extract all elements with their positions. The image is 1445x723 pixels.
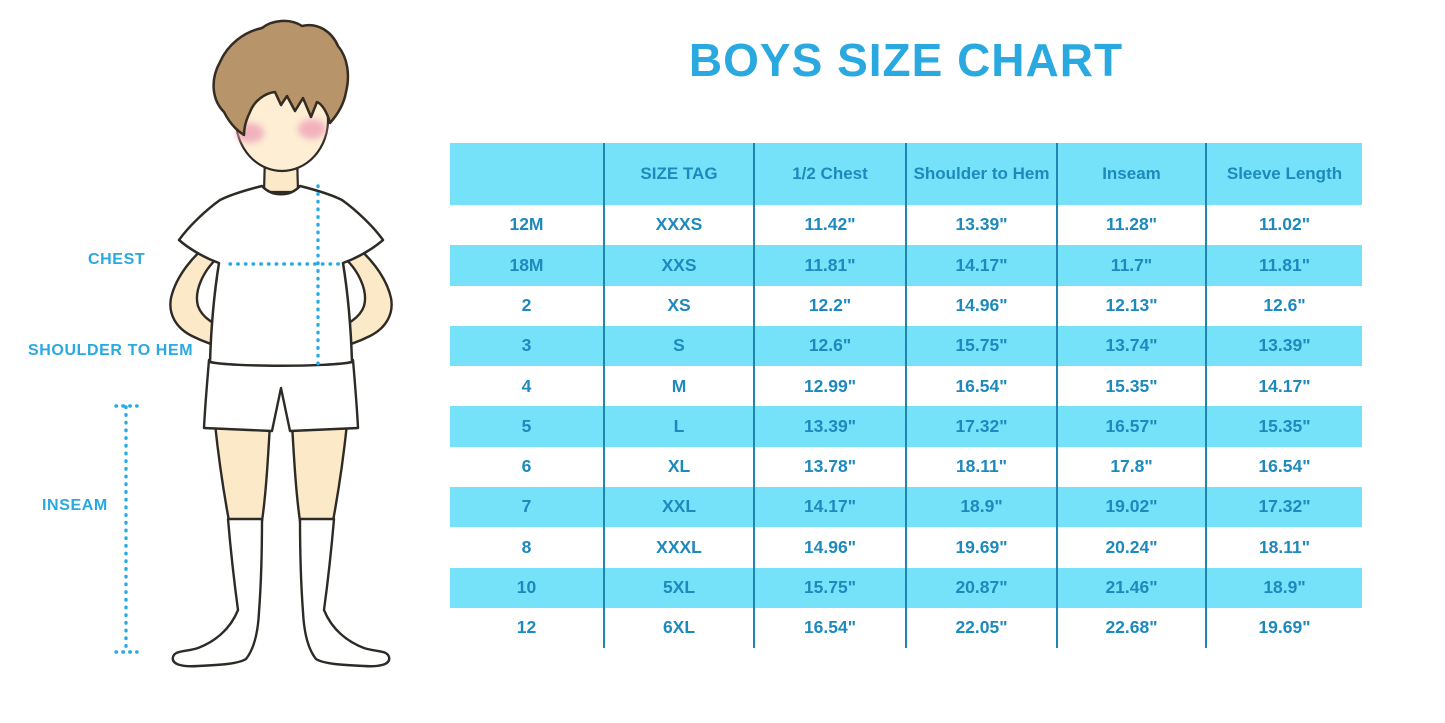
header-inseam-cell: Inseam xyxy=(1056,143,1205,205)
inseam-cell: 15.35" xyxy=(1056,366,1205,407)
sleeve-length-cell: 16.54" xyxy=(1205,446,1362,488)
size-tag-cell: XS xyxy=(603,285,753,326)
half-chest-cell: 13.39" xyxy=(753,406,905,447)
header-shoulder-to-hem-cell: Shoulder to Hem xyxy=(905,143,1056,205)
inseam-cell: 11.28" xyxy=(1056,205,1205,246)
size-cell: 2 xyxy=(521,294,532,315)
size-table: SIZE TAG 1/2 Chest Shoulder to Hem Inseam Sl… xyxy=(450,143,1362,649)
boy-blush-right xyxy=(298,119,326,139)
chest-label: CHEST xyxy=(88,251,146,268)
shoulder-to-hem-cell: 22.05" xyxy=(905,607,1056,649)
inseam-cell: 22.68" xyxy=(1056,607,1205,649)
size-cell: 12 xyxy=(516,617,537,638)
size-tag-cell: L xyxy=(603,406,753,447)
inseam-cell: 17.8" xyxy=(1056,446,1205,488)
shoulder-to-hem-cell: 15.75" xyxy=(905,325,1056,367)
size-cell: 5 xyxy=(450,406,603,447)
inseam-cell: 19.02" xyxy=(1056,487,1205,528)
sleeve-length-cell: 17.32" xyxy=(1205,487,1362,528)
size-cell: 7 xyxy=(450,487,603,528)
boy-left-sock xyxy=(171,517,264,668)
shoulder-to-hem-cell: 18.11" xyxy=(905,446,1056,488)
size-tag-cell: XXXL xyxy=(603,527,753,568)
inseam-cell: 11.7" xyxy=(1056,245,1205,286)
half-chest-cell: 12.6" xyxy=(753,325,905,367)
size-cell: 6 xyxy=(521,456,532,477)
half-chest-cell: 11.42" xyxy=(753,205,905,246)
half-chest-cell: 12.2" xyxy=(753,285,905,326)
boy-shirt xyxy=(177,184,385,367)
inseam-cell: 16.57" xyxy=(1056,406,1205,447)
shoulder-to-hem-cell: 18.9" xyxy=(905,487,1056,528)
sleeve-length-cell: 13.39" xyxy=(1205,325,1362,367)
header-sleeve-length-cell: Sleeve Length xyxy=(1205,143,1362,205)
half-chest-cell: 16.54" xyxy=(753,607,905,649)
header-half-chest-cell: 1/2 Chest xyxy=(753,143,905,205)
boy-illustration xyxy=(114,19,393,668)
size-cell: 4 xyxy=(521,375,532,396)
inseam-cell: 12.13" xyxy=(1056,285,1205,326)
header-size-cell xyxy=(450,143,603,205)
header-size-tag-cell: SIZE TAG xyxy=(603,143,753,205)
sleeve-length-cell: 11.02" xyxy=(1205,205,1362,246)
size-tag-cell: 5XL xyxy=(603,567,753,608)
size-cell: 12M xyxy=(509,214,544,235)
page-title: BOYS SIZE CHART xyxy=(688,34,1124,86)
shoulder-to-hem-cell: 17.32" xyxy=(905,406,1056,447)
sleeve-length-cell: 12.6" xyxy=(1205,285,1362,326)
boy-right-sock xyxy=(298,517,391,668)
sleeve-length-cell: 11.81" xyxy=(1205,245,1362,286)
shoulder-to-hem-label: SHOULDER TO HEM xyxy=(28,342,194,359)
shoulder-to-hem-cell: 20.87" xyxy=(905,567,1056,608)
boy-left-leg xyxy=(213,422,272,523)
shoulder-to-hem-cell: 13.39" xyxy=(905,205,1056,246)
size-cell: 8 xyxy=(521,536,532,557)
size-tag-cell: 6XL xyxy=(603,607,753,649)
half-chest-cell: 12.99" xyxy=(753,366,905,407)
boy-shorts xyxy=(202,358,360,433)
inseam-cell: 20.24" xyxy=(1056,527,1205,568)
shoulder-to-hem-cell: 14.96" xyxy=(905,285,1056,326)
sleeve-length-cell: 14.17" xyxy=(1205,366,1362,407)
half-chest-cell: 13.78" xyxy=(753,446,905,488)
size-tag-cell: XL xyxy=(603,446,753,488)
half-chest-cell: 14.96" xyxy=(753,527,905,568)
shoulder-to-hem-cell: 16.54" xyxy=(905,366,1056,407)
size-cell: 3 xyxy=(450,325,603,367)
size-tag-cell: M xyxy=(603,366,753,407)
shoulder-to-hem-cell: 19.69" xyxy=(905,527,1056,568)
inseam-cell: 21.46" xyxy=(1056,567,1205,608)
size-tag-cell: S xyxy=(603,325,753,367)
sleeve-length-cell: 19.69" xyxy=(1205,607,1362,649)
sleeve-length-cell: 15.35" xyxy=(1205,406,1362,447)
inseam-label: INSEAM xyxy=(42,497,108,514)
shoulder-to-hem-cell: 14.17" xyxy=(905,245,1056,286)
boy-hair xyxy=(212,19,350,137)
inseam-cell: 13.74" xyxy=(1056,325,1205,367)
half-chest-cell: 14.17" xyxy=(753,487,905,528)
size-cell: 10 xyxy=(450,567,603,608)
half-chest-cell: 15.75" xyxy=(753,567,905,608)
boy-right-leg xyxy=(290,422,349,523)
size-tag-cell: XXL xyxy=(603,487,753,528)
half-chest-cell: 11.81" xyxy=(753,245,905,286)
sleeve-length-cell: 18.9" xyxy=(1205,567,1362,608)
size-tag-cell: XXXS xyxy=(603,205,753,246)
sleeve-length-cell: 18.11" xyxy=(1205,527,1362,568)
size-cell: 18M xyxy=(450,245,603,286)
size-tag-cell: XXS xyxy=(603,245,753,286)
